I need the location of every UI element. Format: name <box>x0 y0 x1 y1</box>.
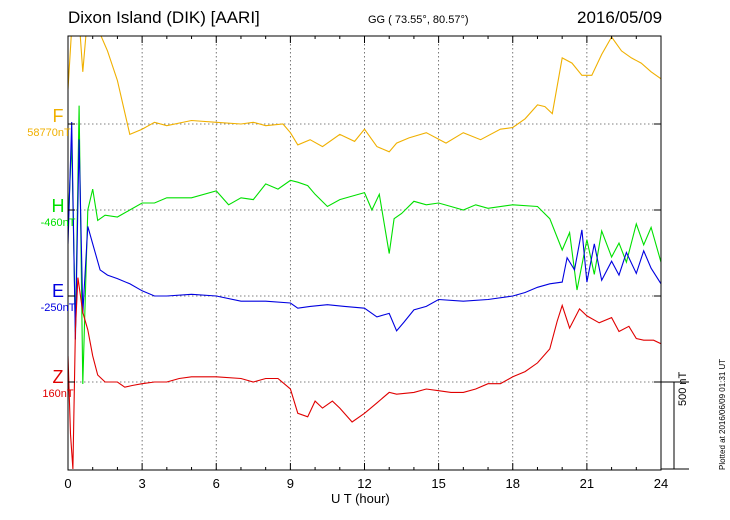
baseline-value-h: -460nT <box>40 217 76 229</box>
baseline-value-f: 58770nT <box>27 127 71 139</box>
series-line-h <box>68 105 661 385</box>
series-label-h: H -460nT <box>38 196 78 229</box>
component-letter-z: Z <box>52 367 64 387</box>
x-tick-label: 24 <box>654 476 668 491</box>
x-tick-label: 21 <box>580 476 594 491</box>
x-tick-label: 12 <box>357 476 371 491</box>
x-tick-label: 6 <box>213 476 220 491</box>
series-line-f <box>68 36 661 153</box>
x-tick-label: 15 <box>431 476 445 491</box>
series-label-f: F 58770nT <box>27 106 78 139</box>
x-tick-label: 0 <box>64 476 71 491</box>
plotted-timestamp: Plotted at 2016/06/09 01:31 UT <box>718 358 727 470</box>
component-letter-e: E <box>51 281 64 301</box>
chart-date: 2016/05/09 <box>577 8 663 27</box>
geographic-coordinates: GG ( 73.55°, 80.57°) <box>368 14 469 26</box>
baseline-value-z: 160nT <box>42 388 74 400</box>
baseline-value-e: -250nT <box>40 302 76 314</box>
series-label-e: E -250nT <box>38 281 78 314</box>
component-letter-f: F <box>52 106 64 126</box>
series-line-e <box>68 121 661 340</box>
x-tick-label: 18 <box>506 476 520 491</box>
scale-bar-label: 500 nT <box>677 371 689 406</box>
station-title: Dixon Island (DIK) [AARI] <box>68 8 260 27</box>
series-label-z: Z 160nT <box>38 367 78 400</box>
x-tick-label: 9 <box>287 476 294 491</box>
series-line-z <box>68 277 661 470</box>
component-letter-h: H <box>51 196 65 216</box>
x-tick-label: 3 <box>139 476 146 491</box>
x-axis-label: U T (hour) <box>331 491 390 506</box>
